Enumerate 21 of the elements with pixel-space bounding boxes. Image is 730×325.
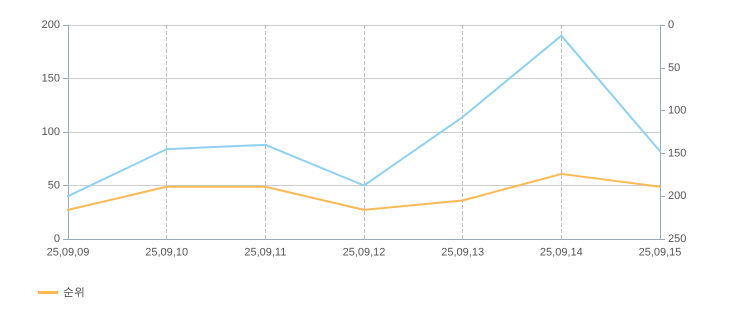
x-tick-label: 25,09,10	[145, 246, 188, 258]
x-tick-label: 25,09,11	[244, 246, 286, 258]
y2-tick-label: 150	[668, 147, 686, 160]
legend-label: 순위	[63, 286, 85, 298]
y-tick-label: 150	[42, 72, 60, 84]
line-series	[67, 172, 661, 211]
y2-tick-label: 50	[668, 62, 680, 74]
y-tick-label: 50	[48, 180, 60, 192]
x-tick-label: 25,09,09	[46, 246, 90, 258]
line-series	[67, 34, 661, 198]
x-tick-label: 25,09,13	[441, 246, 484, 258]
y-tick-label: 200	[42, 19, 60, 31]
y2-tick-label: 0	[668, 19, 674, 31]
y2-tick-label: 200	[668, 190, 686, 202]
y2-tick-label: 100	[668, 104, 686, 117]
y2-tick-label: 250	[668, 233, 686, 245]
x-tick-label: 25,09,15	[638, 246, 682, 258]
x-tick-label: 25,09,14	[540, 246, 583, 258]
y-tick-label: 0	[54, 233, 60, 245]
y-tick-label: 100	[42, 126, 60, 138]
x-tick-label: 25,09,12	[342, 246, 386, 258]
